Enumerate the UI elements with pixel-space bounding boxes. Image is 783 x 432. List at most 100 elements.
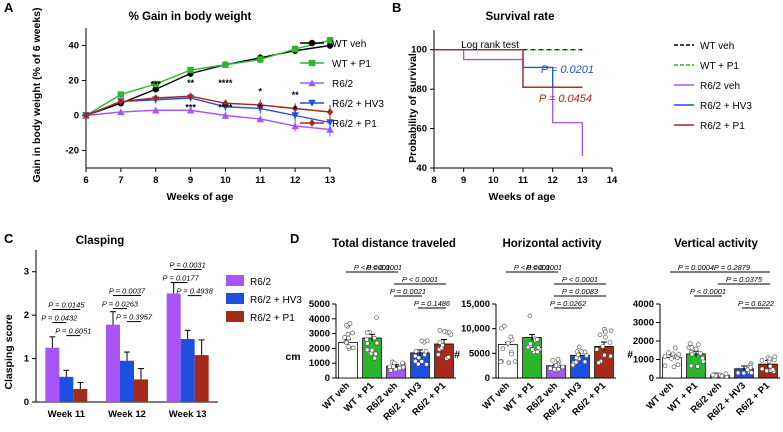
panel-c-legend: R6/2 R6/2 + HV3 R6/2 + P1 — [226, 275, 302, 324]
panel-d1-data-point — [437, 340, 443, 345]
panel-d3-data-point — [767, 363, 773, 369]
panel-d2-data-point — [499, 325, 504, 331]
panel-a-point — [326, 37, 334, 44]
panel-c-ytick-label: 3 — [24, 267, 29, 278]
panel-d3-data-point — [676, 351, 682, 357]
panel-d1-data-point — [419, 338, 425, 344]
panel-b-xtick-label: 9 — [461, 175, 466, 186]
panel-d3-ytick-label: 2000 — [633, 336, 654, 347]
panel-b-xtick-label: 14 — [607, 175, 618, 186]
panel-d2-pvalue: P < 0.0001 — [514, 263, 550, 272]
panel-d1-data-point — [372, 355, 378, 361]
panel-c-bar — [166, 293, 181, 402]
panel-d2-ytick-label: 10,000 — [461, 324, 490, 335]
panel-d3-data-point — [764, 368, 769, 374]
panel-d2-data-point — [603, 329, 608, 335]
panel-d1-data-point — [436, 352, 441, 357]
panel-c-bar — [194, 355, 209, 402]
panel-b-xtick-label: 12 — [547, 175, 558, 186]
panel-d1-data-point — [346, 335, 351, 341]
panel-a-ytick-label: -20 — [65, 146, 79, 157]
panel-d3-data-point — [687, 341, 693, 346]
panel-d3-data-point — [770, 367, 776, 372]
panel-c-clasping-chart: Clasping Clasping score 0 1 2 3 Week 11 P = 0… — [3, 235, 302, 420]
panel-d1-data-point — [346, 344, 352, 350]
panel-d1-data-point — [369, 347, 375, 353]
panel-c-ytick-label: 1 — [24, 354, 30, 365]
panel-c-bar — [45, 347, 60, 402]
panel-b-pvalue-annotation: Log rank test — [461, 40, 519, 51]
panel-a-point — [291, 122, 299, 130]
panel-d-vertical-activity-chart: Vertical activity # 01000200030004000WT … — [627, 238, 780, 423]
panel-a-ytick-label: 20 — [68, 76, 79, 87]
panel-d3-data-point — [700, 355, 705, 361]
panel-d3-data-point — [675, 362, 681, 367]
panel-d3-data-point — [741, 370, 747, 376]
panel-a-point — [152, 106, 160, 114]
panel-label-b: B — [392, 0, 401, 15]
panel-d2-data-point — [512, 359, 518, 364]
panel-d3-data-point — [689, 351, 695, 357]
panel-d1-data-point — [400, 364, 406, 370]
panel-d3-data-point — [695, 342, 701, 347]
panel-a-xtick-label: 8 — [153, 175, 158, 186]
panel-d1-data-point — [364, 337, 370, 342]
panel-b-xlabel: Weeks of age — [489, 191, 556, 203]
panel-a-legend-label: WT + P1 — [332, 59, 371, 70]
panel-d1-data-point — [387, 364, 393, 370]
panel-a-series-line — [85, 95, 331, 117]
panel-b-ytick-label: 40 — [416, 163, 427, 174]
panel-d2-data-point — [560, 364, 566, 370]
panel-d3-data-point — [735, 370, 741, 376]
panel-d1-data-point — [342, 335, 347, 340]
panel-c-legend-swatch — [226, 293, 244, 304]
panel-d2-data-point — [534, 337, 540, 342]
panel-a-legend-marker — [308, 99, 316, 107]
panel-a-point — [291, 112, 299, 120]
panel-d1-data-point — [365, 340, 370, 346]
panel-d2-data-point — [552, 367, 557, 372]
panel-c-pvalue: P = 0.0031 — [170, 261, 206, 270]
panel-d2-data-point — [579, 349, 585, 355]
panel-c-pvalue: P = 0.0432 — [41, 314, 78, 323]
panel-d3-data-point — [748, 365, 753, 370]
panel-c-bar — [73, 388, 88, 402]
panel-c-legend-label: R6/2 + P1 — [250, 313, 295, 324]
panel-d2-pvalue: P < 0.0001 — [526, 263, 562, 272]
panel-d3-ytick-label: 0 — [649, 373, 654, 384]
panel-a-xtick-label: 13 — [325, 175, 336, 186]
panel-c-category-label: Week 12 — [108, 409, 146, 420]
panel-d2-data-point — [584, 353, 589, 358]
panel-d1-ytick-label: 3000 — [309, 329, 330, 340]
panel-a-xtick-label: 11 — [255, 175, 266, 186]
panel-d1-pvalue: P = 0.1486 — [414, 299, 451, 308]
panel-c-pvalue: P = 0.4938 — [177, 287, 214, 296]
panel-d3-pvalue: P < 0.0001 — [690, 287, 726, 296]
panel-d2-data-point — [553, 363, 559, 368]
panel-a-point — [222, 99, 229, 107]
panel-c-bar — [180, 339, 195, 402]
panel-a-significance-star: **** — [218, 78, 233, 88]
panel-d1-data-point — [347, 321, 353, 326]
panel-d1-pvalue: P < 0.0001 — [354, 263, 390, 272]
panel-d1-data-point — [397, 365, 402, 371]
panel-b-legend: WT veh WT + P1 R6/2 veh R6/2 + HV3 R6/2 + P1 — [674, 41, 752, 132]
panel-d1-data-point — [374, 340, 380, 346]
panel-d3-data-point — [693, 346, 699, 352]
panel-b-pvalue-annotation: P = 0.0454 — [539, 93, 592, 105]
panel-a-point — [221, 103, 230, 111]
panel-d3-data-point — [759, 366, 765, 372]
panel-b-ylabel: Probability of survival — [407, 53, 419, 163]
panel-a-point — [291, 45, 299, 53]
panel-a-point — [256, 115, 264, 123]
panel-d3-data-point — [674, 355, 680, 361]
panel-d1-data-point — [440, 342, 445, 348]
panel-b-ytick-label: 100 — [411, 45, 427, 56]
panel-a-body-weight-chart: % Gain in body weight Weeks of age Gain … — [31, 7, 384, 203]
panel-d2-data-point — [576, 344, 582, 350]
panel-d-total-distance-chart: Total distance traveled cm 0 1000 2000 3000… — [285, 238, 456, 423]
panel-d1-data-point — [423, 348, 429, 354]
panel-d3-data-point — [710, 372, 716, 378]
panel-d3-data-point — [767, 356, 773, 362]
panel-d1-data-point — [391, 360, 397, 366]
